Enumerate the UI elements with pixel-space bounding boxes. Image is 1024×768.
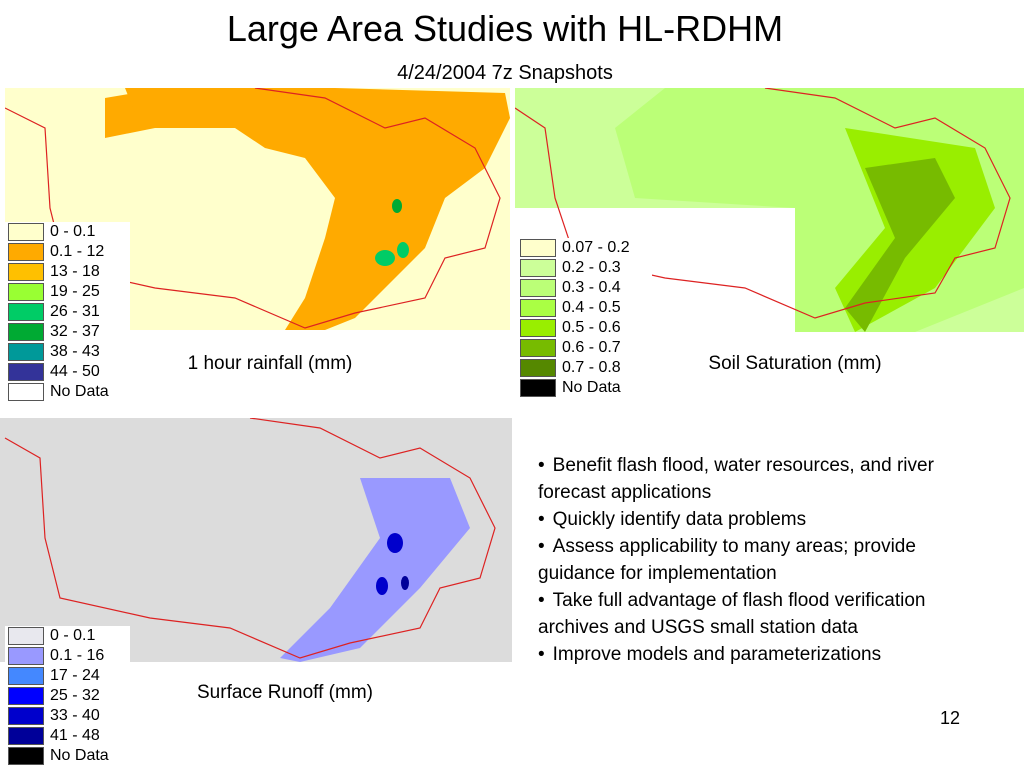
legend-item: 17 - 24 bbox=[5, 666, 130, 686]
subtitle: 4/24/2004 7z Snapshots bbox=[397, 62, 613, 84]
legend-swatch bbox=[520, 319, 556, 337]
legend-label: 0.5 - 0.6 bbox=[562, 319, 621, 336]
bullet: Quickly identify data problems bbox=[538, 506, 983, 533]
legend-swatch bbox=[520, 259, 556, 277]
bullet: Benefit flash flood, water resources, an… bbox=[538, 452, 983, 506]
legend-swatch bbox=[8, 303, 44, 321]
legend-swatch bbox=[8, 687, 44, 705]
legend-item: 25 - 32 bbox=[5, 686, 130, 706]
legend-swatch bbox=[8, 263, 44, 281]
legend-item: 26 - 31 bbox=[5, 302, 130, 322]
legend-swatch bbox=[520, 279, 556, 297]
legend-label: 32 - 37 bbox=[50, 323, 100, 340]
legend-item: 0.3 - 0.4 bbox=[517, 278, 652, 298]
legend-label: 0.2 - 0.3 bbox=[562, 259, 621, 276]
legend-item: 0.1 - 12 bbox=[5, 242, 130, 262]
legend-item: No Data bbox=[5, 746, 130, 766]
legend-item: 0.5 - 0.6 bbox=[517, 318, 652, 338]
legend-swatch bbox=[8, 727, 44, 745]
bullet: Take full advantage of flash flood verif… bbox=[538, 587, 983, 641]
legend-label: 0 - 0.1 bbox=[50, 223, 96, 240]
legend-swatch bbox=[8, 223, 44, 241]
legend-item: 33 - 40 bbox=[5, 706, 130, 726]
legend-label: 38 - 43 bbox=[50, 343, 100, 360]
legend-swatch bbox=[8, 627, 44, 645]
legend-swatch bbox=[8, 243, 44, 261]
legend-label: 0.7 - 0.8 bbox=[562, 359, 621, 376]
legend-label: 41 - 48 bbox=[50, 727, 100, 744]
legend-label: No Data bbox=[50, 747, 109, 764]
legend-label: 0.1 - 12 bbox=[50, 243, 105, 260]
soil-map bbox=[515, 88, 1024, 332]
legend-swatch bbox=[8, 647, 44, 665]
legend-label: 25 - 32 bbox=[50, 687, 100, 704]
legend-item: 13 - 18 bbox=[5, 262, 130, 282]
legend-label: 26 - 31 bbox=[50, 303, 100, 320]
legend-label: 0.4 - 0.5 bbox=[562, 299, 621, 316]
legend-label: 44 - 50 bbox=[50, 363, 100, 380]
legend-swatch bbox=[8, 323, 44, 341]
legend-label: No Data bbox=[50, 383, 109, 400]
legend-swatch bbox=[8, 283, 44, 301]
legend-label: 0.3 - 0.4 bbox=[562, 279, 621, 296]
legend-label: No Data bbox=[562, 379, 621, 396]
title: Large Area Studies with HL-RDHM bbox=[226, 8, 784, 49]
legend-swatch bbox=[520, 239, 556, 257]
runoff-map bbox=[0, 418, 512, 662]
legend-item: 0.4 - 0.5 bbox=[517, 298, 652, 318]
legend-swatch bbox=[8, 383, 44, 401]
legend-item: 0 - 0.1 bbox=[5, 626, 130, 646]
legend-swatch bbox=[8, 707, 44, 725]
legend: 0.07 - 0.2 0.2 - 0.3 0.3 - 0.4 0.4 - 0.5 0.5… bbox=[517, 238, 652, 398]
legend-swatch bbox=[520, 299, 556, 317]
legend-item: 41 - 48 bbox=[5, 726, 130, 746]
legend-label: 0 - 0.1 bbox=[50, 627, 96, 644]
legend-item: 0.2 - 0.3 bbox=[517, 258, 652, 278]
legend-item: 0.7 - 0.8 bbox=[517, 358, 652, 378]
legend-label: 13 - 18 bbox=[50, 263, 100, 280]
legend-label: 33 - 40 bbox=[50, 707, 100, 724]
caption: Soil Saturation (mm) bbox=[708, 353, 882, 374]
bullet: Assess applicability to many areas; prov… bbox=[538, 533, 983, 587]
legend-swatch bbox=[8, 343, 44, 361]
caption: Surface Runoff (mm) bbox=[197, 682, 373, 703]
legend-item: 0.07 - 0.2 bbox=[517, 238, 652, 258]
caption: 1 hour rainfall (mm) bbox=[187, 353, 353, 374]
legend-swatch bbox=[8, 363, 44, 381]
legend-label: 17 - 24 bbox=[50, 667, 100, 684]
legend-label: 0.1 - 16 bbox=[50, 647, 105, 664]
legend-swatch bbox=[520, 359, 556, 377]
legend-item: 0.6 - 0.7 bbox=[517, 338, 652, 358]
legend-swatch bbox=[520, 379, 556, 397]
legend: 0 - 0.1 0.1 - 16 17 - 24 25 - 32 33 - 40 41 -… bbox=[5, 626, 130, 766]
legend-item: 0 - 0.1 bbox=[5, 222, 130, 242]
legend-item: 32 - 37 bbox=[5, 322, 130, 342]
legend-swatch bbox=[8, 747, 44, 765]
legend-item: No Data bbox=[5, 382, 130, 402]
legend-item: 0.1 - 16 bbox=[5, 646, 130, 666]
legend-item: 38 - 43 bbox=[5, 342, 130, 362]
legend-label: 0.6 - 0.7 bbox=[562, 339, 621, 356]
legend-swatch bbox=[8, 667, 44, 685]
legend-label: 0.07 - 0.2 bbox=[562, 239, 630, 256]
legend-label: 19 - 25 bbox=[50, 283, 100, 300]
page-number: 12 bbox=[940, 708, 961, 728]
legend-swatch bbox=[520, 339, 556, 357]
legend-item: 44 - 50 bbox=[5, 362, 130, 382]
legend: 0 - 0.1 0.1 - 12 13 - 18 19 - 25 26 - 31 32 -… bbox=[5, 222, 130, 402]
legend-item: No Data bbox=[517, 378, 652, 398]
bullet-list: Benefit flash flood, water resources, an… bbox=[538, 452, 983, 668]
bullet: Improve models and parameterizations bbox=[538, 641, 983, 668]
legend-item: 19 - 25 bbox=[5, 282, 130, 302]
